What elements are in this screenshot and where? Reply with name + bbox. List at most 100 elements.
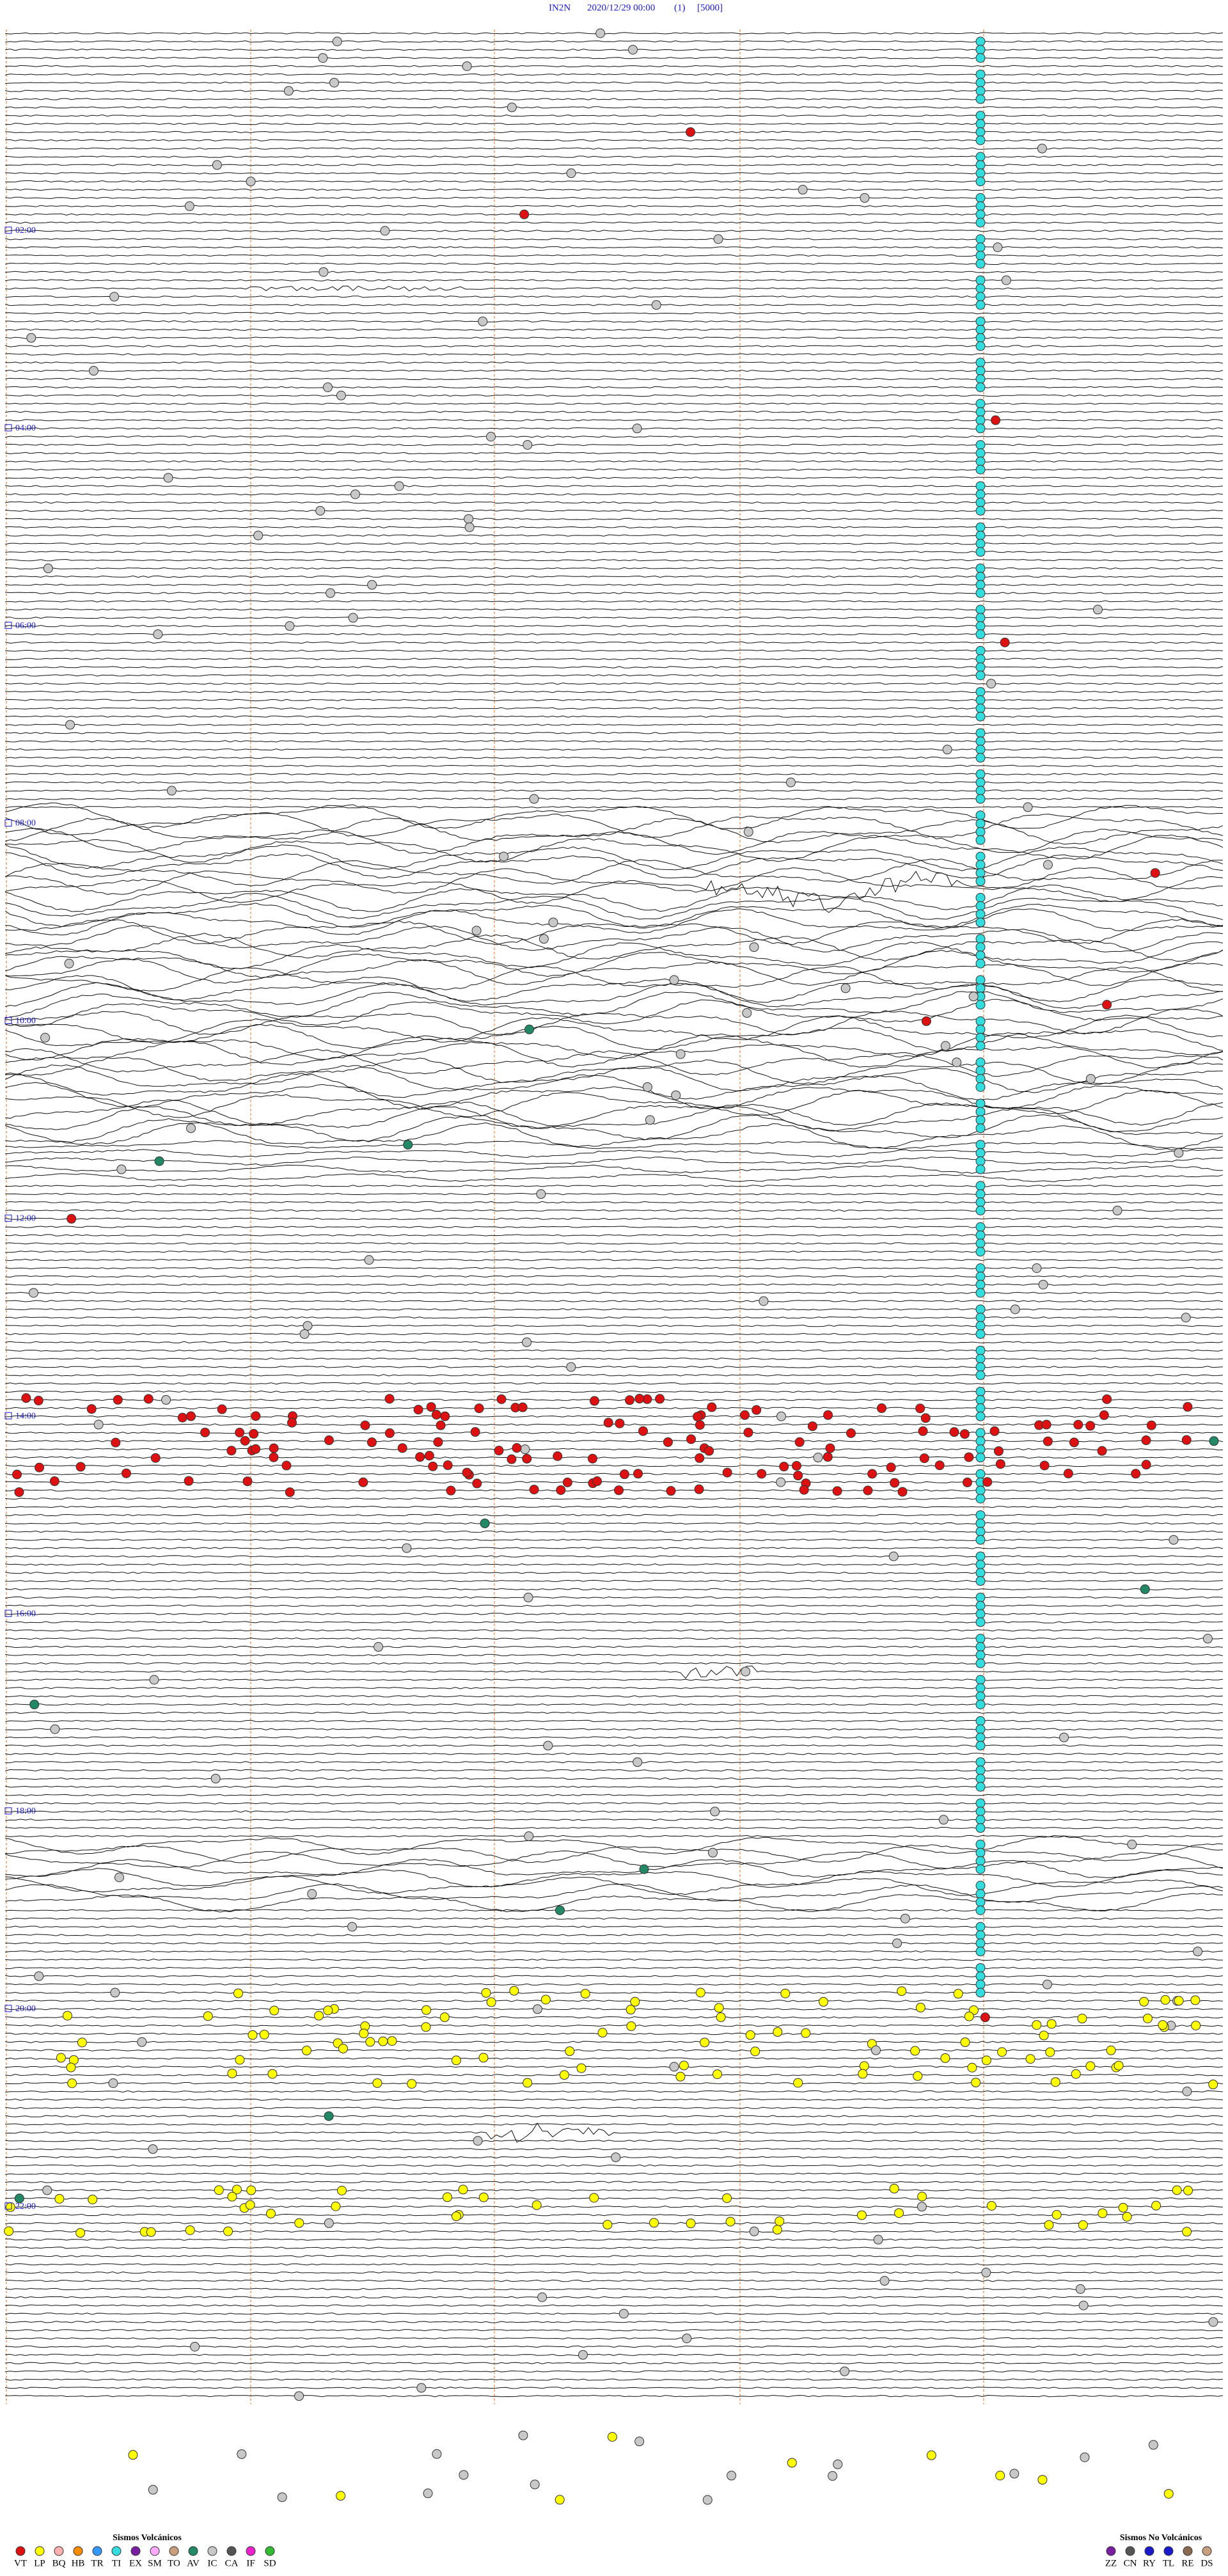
legend-swatch xyxy=(1106,2546,1116,2556)
event-marker xyxy=(394,481,404,491)
event-marker xyxy=(1085,1421,1096,1431)
event-marker xyxy=(626,2005,636,2015)
event-marker xyxy=(432,2449,442,2459)
trace xyxy=(4,155,1224,158)
event-marker xyxy=(277,2492,287,2502)
event-marker xyxy=(114,1872,124,1883)
traces xyxy=(4,32,1224,2398)
trace xyxy=(4,2345,1224,2348)
event-marker xyxy=(110,1987,120,1998)
event-marker xyxy=(524,1024,535,1034)
event-marker xyxy=(1032,1263,1042,1273)
event-marker xyxy=(682,2334,692,2344)
event-marker xyxy=(975,1205,986,1215)
event-marker xyxy=(473,2136,483,2146)
event-marker xyxy=(975,662,986,672)
event-marker xyxy=(75,2228,86,2238)
event-marker xyxy=(877,1403,887,1413)
trace xyxy=(4,1966,1224,1970)
event-marker xyxy=(975,1115,986,1125)
trace xyxy=(4,73,1224,76)
trace xyxy=(4,818,1224,845)
trace xyxy=(4,164,1224,166)
event-marker xyxy=(245,2200,255,2210)
event-marker xyxy=(975,564,986,574)
event-marker xyxy=(975,1757,986,1767)
event-marker xyxy=(1025,2054,1035,2064)
event-marker xyxy=(458,2185,468,2195)
trace xyxy=(4,1719,1224,1723)
time-label: 06:00 xyxy=(15,621,36,631)
event-marker xyxy=(975,629,986,640)
event-marker xyxy=(975,168,986,178)
event-marker xyxy=(975,193,986,203)
event-marker xyxy=(649,2218,659,2228)
event-marker xyxy=(975,152,986,162)
event-marker xyxy=(975,382,986,392)
event-marker xyxy=(1102,1000,1112,1010)
trace xyxy=(4,858,1223,887)
trace xyxy=(4,485,1224,487)
trace xyxy=(4,2353,1224,2357)
event-marker xyxy=(1122,2211,1132,2222)
event-marker xyxy=(315,505,326,516)
event-marker xyxy=(975,604,986,615)
scale: [5000] xyxy=(697,3,723,13)
event-marker xyxy=(828,2471,838,2481)
event-marker xyxy=(975,275,986,285)
event-marker xyxy=(975,234,986,244)
event-marker xyxy=(1163,2488,1174,2499)
event-marker xyxy=(975,1485,986,1496)
trace xyxy=(4,1105,1224,1132)
event-marker xyxy=(975,1609,986,1619)
legend-swatch xyxy=(265,2546,275,2556)
event-marker xyxy=(949,1427,959,1437)
trace xyxy=(4,427,1224,430)
event-marker xyxy=(975,316,986,326)
event-marker xyxy=(993,242,1003,253)
event-marker xyxy=(773,2027,783,2037)
trace xyxy=(4,1024,1224,1052)
time-label: 08:00 xyxy=(15,819,36,828)
event-marker xyxy=(975,1766,986,1776)
trace xyxy=(4,600,1224,603)
event-marker xyxy=(975,1732,986,1742)
event-marker xyxy=(1174,1148,1184,1158)
event-marker xyxy=(686,127,696,137)
label-icon xyxy=(4,2202,12,2210)
event-marker xyxy=(975,111,986,121)
event-marker xyxy=(200,1427,210,1437)
event-marker xyxy=(624,1395,634,1405)
event-marker xyxy=(1183,2185,1193,2195)
trace xyxy=(4,844,1224,871)
event-marker xyxy=(580,1989,590,1999)
event-marker xyxy=(153,629,163,640)
legend-swatch xyxy=(226,2546,237,2556)
label-icon xyxy=(4,226,12,234)
event-marker xyxy=(633,1469,643,1479)
event-marker xyxy=(519,209,530,219)
event-marker xyxy=(695,1987,705,1998)
trace xyxy=(4,1382,1224,1385)
event-marker xyxy=(474,1403,484,1414)
legend-label: LP xyxy=(34,2558,45,2568)
trace xyxy=(4,975,1224,1003)
legend-swatch xyxy=(150,2546,160,2556)
trace xyxy=(4,2328,1224,2332)
trace xyxy=(4,1637,1224,1640)
event-marker xyxy=(336,390,346,400)
trace xyxy=(4,65,1224,68)
event-marker xyxy=(975,1321,986,1331)
event-marker xyxy=(975,1922,986,1932)
event-marker xyxy=(799,1485,809,1495)
trace xyxy=(4,1432,1223,1434)
event-marker xyxy=(967,2062,977,2073)
event-marker xyxy=(318,53,328,63)
trace xyxy=(4,1802,1224,1805)
time-label: 10:00 xyxy=(15,1016,36,1026)
event-marker xyxy=(77,2037,87,2048)
event-marker xyxy=(860,193,870,203)
trace xyxy=(4,1341,1224,1344)
event-marker xyxy=(975,324,986,335)
time-label: 12:00 xyxy=(15,1213,36,1223)
